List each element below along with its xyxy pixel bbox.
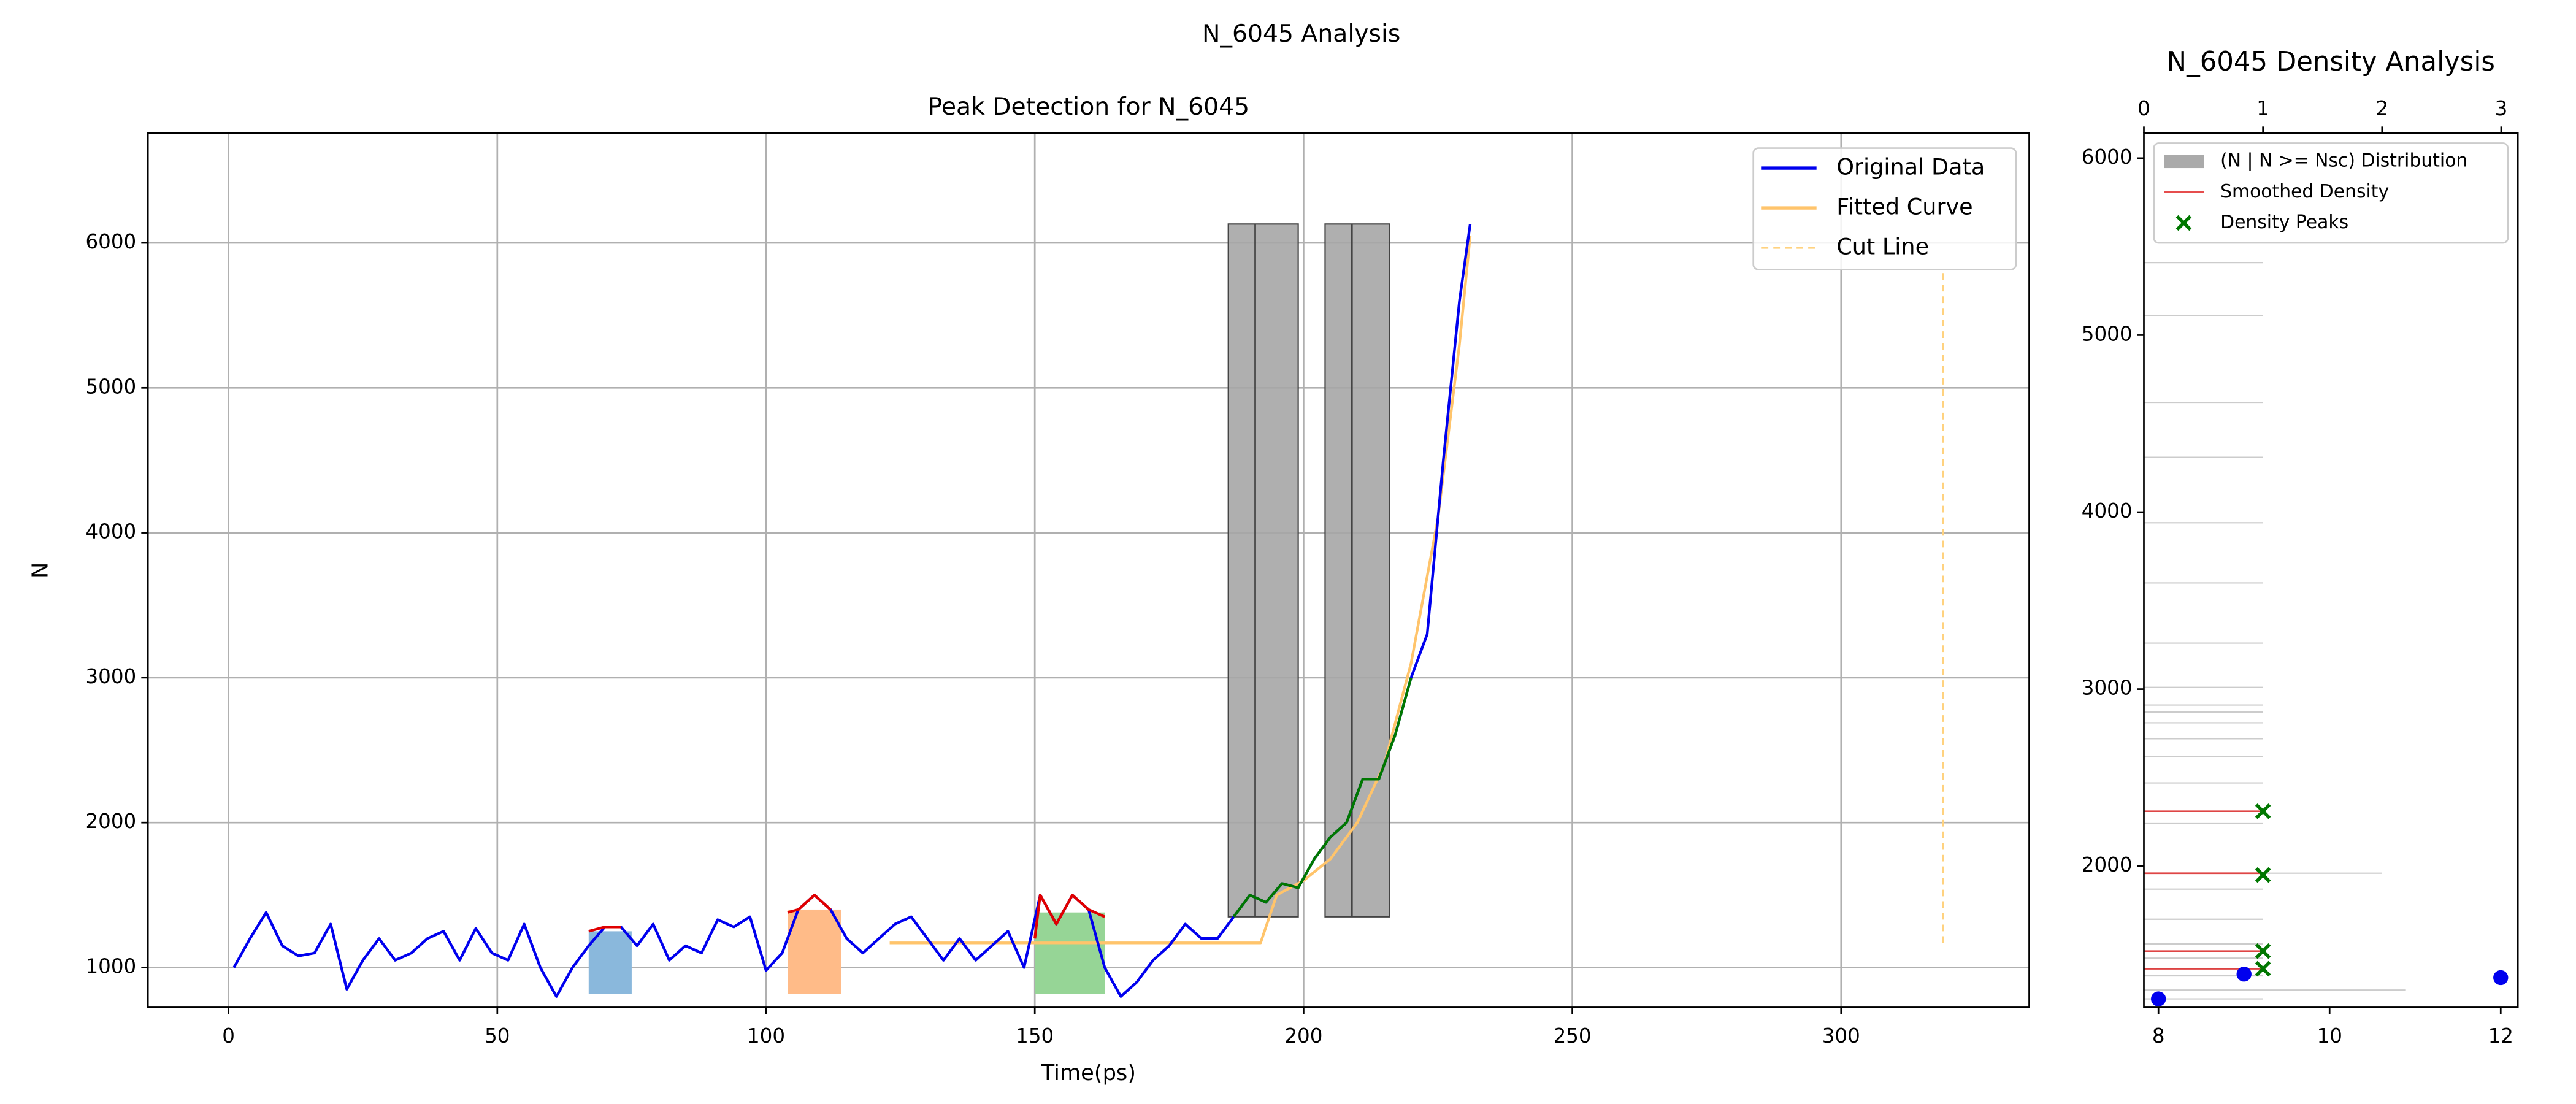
peak-region xyxy=(1035,912,1105,994)
x-tick-label: 2 xyxy=(2375,97,2388,120)
highlight-line xyxy=(1232,677,1413,918)
legend-box xyxy=(2153,142,2509,244)
legend-label: Density Peaks xyxy=(2220,212,2348,233)
y-tick-label: 6000 xyxy=(85,230,136,253)
detection-band xyxy=(1227,223,1299,918)
y-tick-label: 2000 xyxy=(85,810,136,833)
highlight-line xyxy=(1033,894,1106,939)
legend-box xyxy=(1752,147,2017,270)
highlight-line xyxy=(787,894,832,914)
x-tick-label: 1 xyxy=(2256,97,2269,120)
legend-label: (N | N >= Nsc) Distribution xyxy=(2220,150,2467,172)
y-tick-label: 6000 xyxy=(2082,145,2133,169)
series-line xyxy=(889,236,1472,945)
legend-label: Cut Line xyxy=(1836,234,1929,260)
density-peak xyxy=(2255,943,2271,959)
y-tick-label: 4000 xyxy=(2082,499,2133,523)
x-tick-label: 300 xyxy=(1822,1024,1860,1048)
x2-tick-label: 8 xyxy=(2152,1024,2165,1048)
density-peak xyxy=(2255,803,2271,819)
peak-region xyxy=(788,909,841,994)
plot-frame xyxy=(147,132,2030,1008)
density-peak xyxy=(2255,960,2271,977)
x-axis-label: Time(ps) xyxy=(1041,1060,1136,1086)
x-tick-label: 0 xyxy=(2137,97,2150,120)
x-tick-label: 250 xyxy=(1554,1024,1592,1048)
y-tick-label: 1000 xyxy=(85,954,136,978)
highlight-line xyxy=(588,926,621,933)
peak-region xyxy=(588,931,632,994)
x-tick-label: 200 xyxy=(1284,1024,1322,1048)
y-tick-label: 2000 xyxy=(2082,853,2133,876)
density-peak xyxy=(2255,867,2271,883)
y-tick-label: 5000 xyxy=(2082,322,2133,345)
y-axis-label: N xyxy=(28,562,53,578)
legend-swatch xyxy=(2175,215,2192,231)
x-tick-label: 0 xyxy=(222,1024,235,1048)
x2-tick-label: 12 xyxy=(2488,1024,2513,1048)
x-tick-label: 50 xyxy=(485,1024,510,1048)
legend-label: Smoothed Density xyxy=(2220,181,2389,202)
x-tick-label: 3 xyxy=(2495,97,2508,120)
y-tick-label: 3000 xyxy=(2082,677,2133,700)
y-tick-label: 3000 xyxy=(85,665,136,688)
y-tick-label: 4000 xyxy=(85,520,136,543)
legend-label: Fitted Curve xyxy=(1836,194,1972,220)
plot-frame xyxy=(2143,132,2519,1008)
point xyxy=(2493,970,2509,986)
chart-title: N_6045 Density Analysis xyxy=(2167,47,2495,77)
figure-title: N_6045 Analysis xyxy=(1202,20,1400,48)
x-tick-label: 150 xyxy=(1016,1024,1054,1048)
chart-title: Peak Detection for N_6045 xyxy=(928,93,1250,121)
point xyxy=(2151,991,2166,1006)
legend-label: Original Data xyxy=(1836,154,1985,180)
x2-tick-label: 10 xyxy=(2317,1024,2342,1048)
point xyxy=(2236,967,2252,982)
legend-swatch xyxy=(2164,155,2204,169)
x-tick-label: 100 xyxy=(747,1024,785,1048)
detection-band xyxy=(1324,223,1390,918)
y-tick-label: 5000 xyxy=(85,375,136,398)
